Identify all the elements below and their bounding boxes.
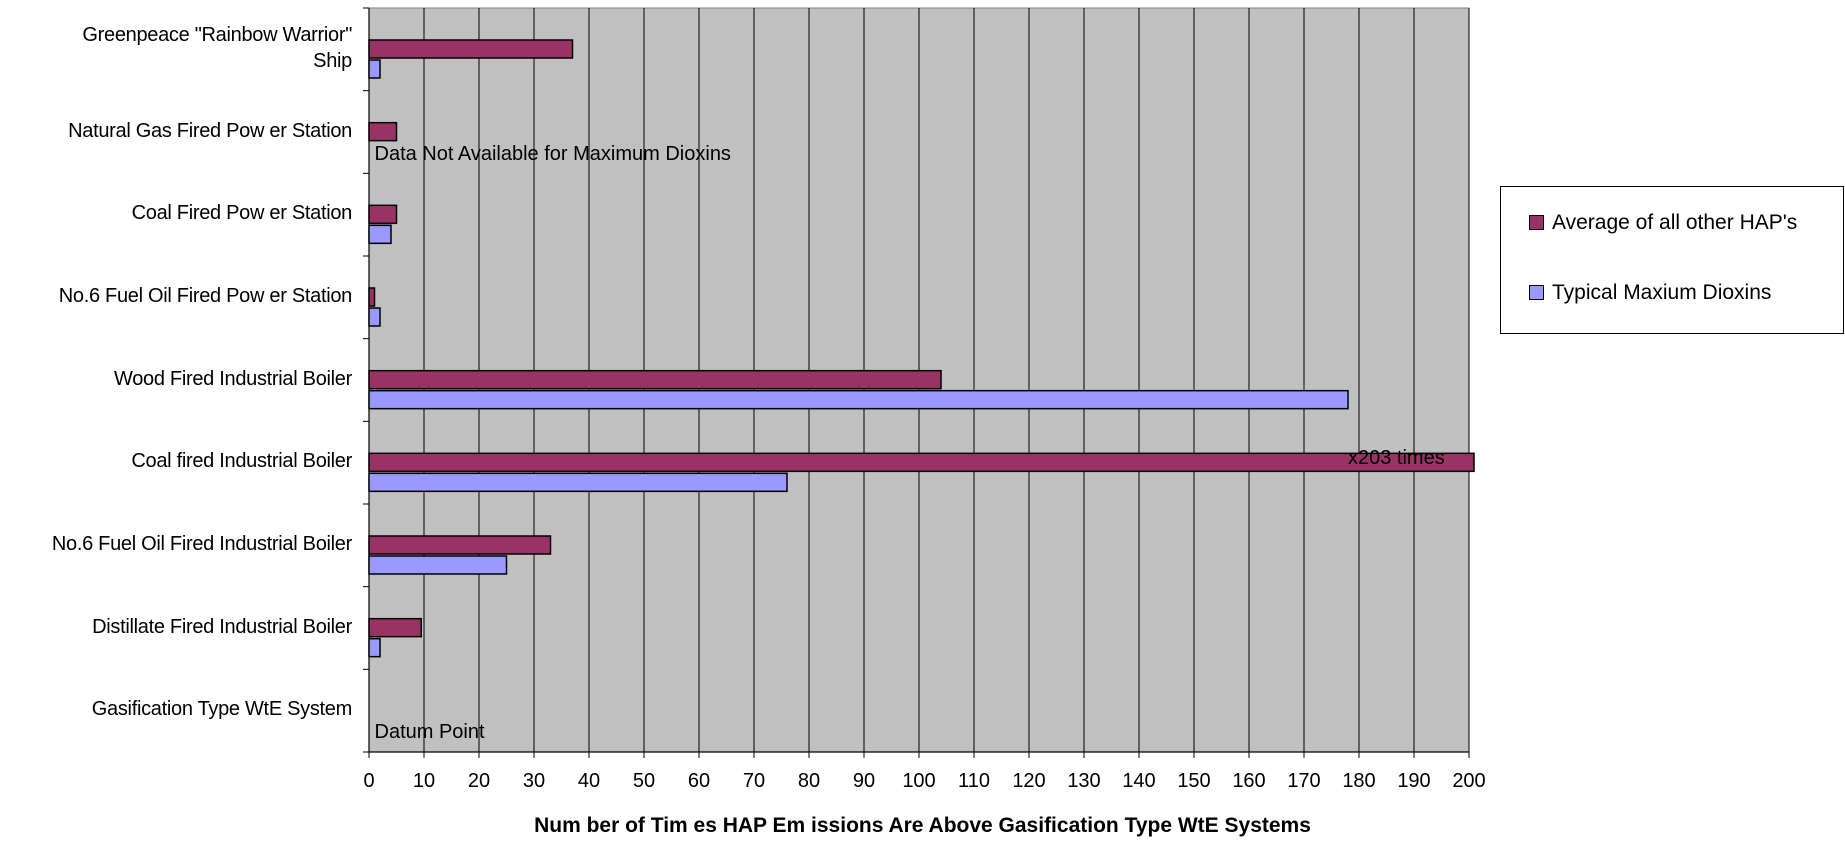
x-tick-label: 10 xyxy=(412,770,436,792)
category-label: Coal Fired Pow er Station xyxy=(131,202,353,225)
bar-hap xyxy=(368,452,1475,473)
x-axis-title: Num ber of Tim es HAP Em issions Are Abo… xyxy=(534,814,1311,837)
x-tick-label: 180 xyxy=(1342,770,1376,792)
x-tick-label: 20 xyxy=(467,770,491,792)
bar-dioxins xyxy=(368,389,1349,410)
bar-dioxins xyxy=(368,224,392,245)
x-tick-label: 30 xyxy=(522,770,546,792)
bar-hap xyxy=(368,287,376,307)
legend-item-dioxins: Typical Maxium Dioxins xyxy=(1529,281,1771,305)
category-label: Natural Gas Fired Pow er Station xyxy=(68,119,352,142)
x-tick-label: 200 xyxy=(1452,770,1486,792)
x-tick-label: 190 xyxy=(1397,770,1431,792)
category-label: No.6 Fuel Oil Fired Pow er Station xyxy=(58,285,353,307)
x-tick-label: 100 xyxy=(902,770,936,792)
category-label: Wood Fired Industrial Boiler xyxy=(113,367,352,390)
x-tick-label: 170 xyxy=(1287,770,1321,792)
bar-hap xyxy=(368,39,574,59)
x-tick-label: 80 xyxy=(797,770,821,792)
x-tick-label: 140 xyxy=(1122,770,1156,792)
x-tick-label: 0 xyxy=(363,770,375,792)
x-tick-label: 40 xyxy=(577,770,601,792)
legend: Average of all other HAP's Typical Maxiu… xyxy=(1500,186,1844,334)
bar-hap xyxy=(368,204,398,225)
category-label: Gasification Type WtE System xyxy=(91,698,353,721)
x-tick-label: 160 xyxy=(1232,770,1266,792)
bar-dioxins xyxy=(368,555,508,575)
x-tick-label: 60 xyxy=(687,770,711,792)
x-tick-label: 50 xyxy=(632,770,656,792)
bar-hap xyxy=(368,369,942,390)
x-tick-label: 110 xyxy=(958,770,990,792)
x-tick-label: 130 xyxy=(1067,770,1101,792)
x-tick-label: 70 xyxy=(742,770,766,792)
bar-dioxins xyxy=(368,637,381,658)
legend-swatch-dioxins xyxy=(1529,285,1544,300)
bar-dioxins xyxy=(368,59,381,79)
category-label: No.6 Fuel Oil Fired Industrial Boiler xyxy=(51,533,352,555)
bar-hap xyxy=(368,121,398,142)
bar-dioxins xyxy=(368,472,788,493)
bar-hap xyxy=(368,535,552,555)
datum-annotation: Datum Point xyxy=(374,721,485,744)
legend-item-hap: Average of all other HAP's xyxy=(1529,211,1797,235)
category-label: Coal fired Industrial Boiler xyxy=(131,450,352,473)
bar-dioxins xyxy=(368,307,381,327)
x-tick-label: 150 xyxy=(1177,770,1211,792)
category-label: Distillate Fired Industrial Boiler xyxy=(92,615,352,638)
overflow-annotation: x203 times xyxy=(1348,447,1445,470)
legend-label-dioxins: Typical Maxium Dioxins xyxy=(1552,281,1772,304)
no-data-annotation: Data Not Available for Maximum Dioxins xyxy=(374,142,731,165)
x-tick-label: 120 xyxy=(1012,770,1046,792)
legend-swatch-hap xyxy=(1529,215,1544,230)
legend-label-hap: Average of all other HAP's xyxy=(1552,211,1798,234)
bar-hap xyxy=(368,617,422,638)
x-tick-label: 90 xyxy=(852,770,876,792)
category-label: Greenpeace "Rainbow Warrior" Ship xyxy=(82,24,352,72)
